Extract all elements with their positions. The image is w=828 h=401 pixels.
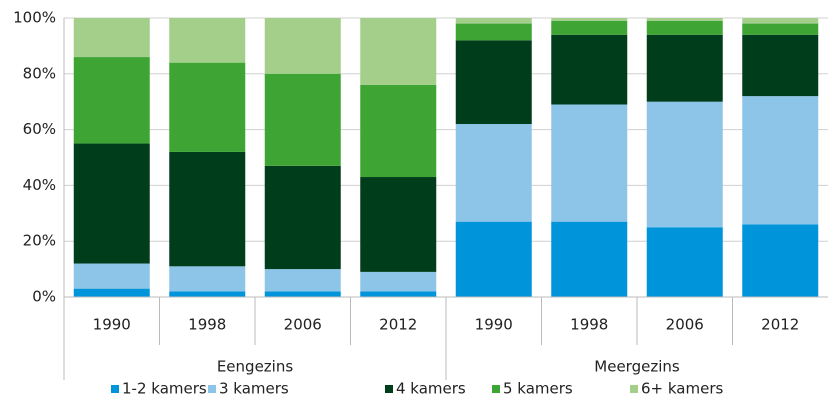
bar-segment bbox=[551, 221, 628, 297]
x-tick-label: 2012 bbox=[761, 316, 799, 334]
bar-segment bbox=[73, 57, 150, 144]
y-tick-label: 40% bbox=[23, 176, 56, 194]
bar-segment bbox=[646, 101, 723, 228]
bar-segment bbox=[73, 143, 150, 264]
bar-segment bbox=[646, 20, 723, 35]
bar-segment bbox=[169, 266, 246, 292]
bar-segment bbox=[264, 269, 341, 292]
bar-segment bbox=[360, 84, 437, 178]
bar-segment bbox=[455, 18, 532, 24]
bar-segment bbox=[742, 224, 819, 297]
bar-segment bbox=[73, 288, 150, 297]
legend-swatch bbox=[208, 385, 216, 393]
x-tick-label: 2006 bbox=[284, 316, 322, 334]
bar-segment bbox=[360, 177, 437, 272]
bar-segment bbox=[169, 291, 246, 297]
bar-segment bbox=[360, 291, 437, 297]
y-tick-label: 0% bbox=[32, 288, 56, 306]
bar-segment bbox=[264, 73, 341, 166]
group-label: Eengezins bbox=[217, 358, 294, 376]
group-label: Meergezins bbox=[594, 358, 680, 376]
bar-segment bbox=[264, 291, 341, 297]
bar-segment bbox=[551, 20, 628, 35]
y-tick-label: 100% bbox=[13, 9, 56, 27]
legend-swatch bbox=[385, 385, 393, 393]
legend-swatch bbox=[630, 385, 638, 393]
x-tick-label: 1998 bbox=[570, 316, 608, 334]
x-tick-label: 1990 bbox=[475, 316, 513, 334]
legend-label: 5 kamers bbox=[503, 380, 573, 398]
bar-segment bbox=[646, 18, 723, 21]
x-tick-label: 2006 bbox=[666, 316, 704, 334]
legend-label: 3 kamers bbox=[219, 380, 289, 398]
x-tick-label: 1998 bbox=[188, 316, 226, 334]
bar-segment bbox=[360, 271, 437, 292]
legend-swatch bbox=[111, 385, 119, 393]
bar-segment bbox=[742, 18, 819, 24]
bar-segment bbox=[169, 18, 246, 63]
legend-swatch bbox=[492, 385, 500, 393]
bar-segment bbox=[551, 104, 628, 222]
bar-segment bbox=[455, 124, 532, 222]
bar-segment bbox=[646, 34, 723, 102]
bar-segment bbox=[264, 18, 341, 74]
bar-segment bbox=[264, 165, 341, 270]
bar-segment bbox=[551, 34, 628, 105]
bar-segment bbox=[646, 227, 723, 297]
bar-segment bbox=[551, 18, 628, 21]
bar-segment bbox=[455, 221, 532, 297]
x-tick-label: 2012 bbox=[379, 316, 417, 334]
y-tick-label: 60% bbox=[23, 120, 56, 138]
y-tick-label: 80% bbox=[23, 64, 56, 82]
legend-label: 4 kamers bbox=[396, 380, 466, 398]
bar-segment bbox=[360, 18, 437, 85]
bar-segment bbox=[73, 263, 150, 289]
y-tick-label: 20% bbox=[23, 232, 56, 250]
bar-segment bbox=[742, 96, 819, 225]
bar-segment bbox=[169, 151, 246, 267]
bar-segment bbox=[455, 40, 532, 125]
bar-segment bbox=[455, 23, 532, 41]
legend-label: 1-2 kamers bbox=[122, 380, 207, 398]
bar-segment bbox=[169, 62, 246, 152]
x-tick-label: 1990 bbox=[93, 316, 131, 334]
bar-segment bbox=[742, 23, 819, 35]
bar-segment bbox=[73, 18, 150, 58]
legend-label: 6+ kamers bbox=[641, 380, 724, 398]
bar-segment bbox=[742, 34, 819, 97]
